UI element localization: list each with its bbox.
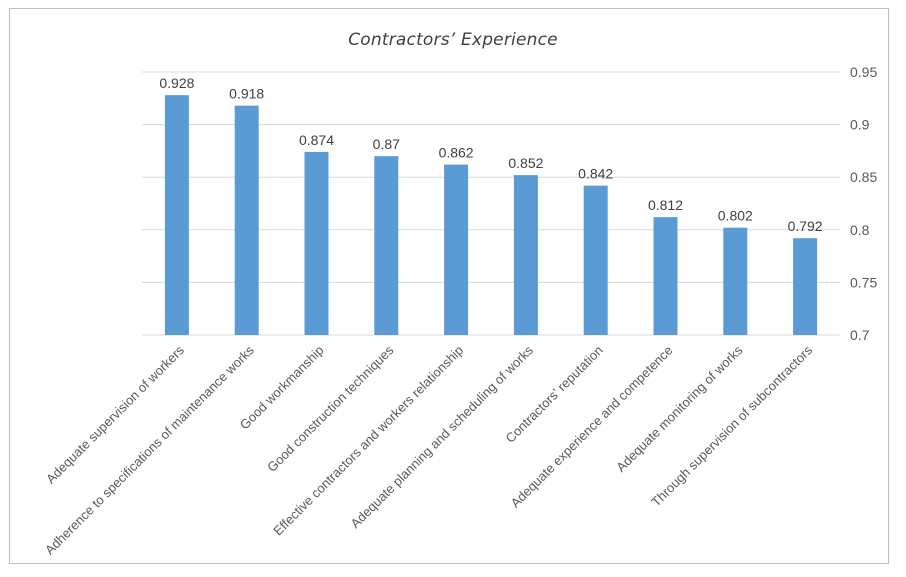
y-tick-label: 0.95 <box>850 64 877 80</box>
y-tick-label: 0.75 <box>850 274 877 290</box>
data-label: 0.928 <box>159 75 194 91</box>
category-label: Through supervision of subcontractors <box>648 342 815 509</box>
data-label: 0.918 <box>229 86 264 102</box>
data-label: 0.87 <box>373 136 400 152</box>
bar <box>234 105 259 335</box>
bar <box>513 175 538 335</box>
data-label: 0.792 <box>788 218 823 234</box>
data-label: 0.812 <box>648 197 683 213</box>
bar <box>444 164 469 335</box>
bar <box>374 156 399 335</box>
y-tick-label: 0.85 <box>850 169 877 185</box>
chart-title: Contractors’ Experience <box>348 30 558 50</box>
data-label: 0.842 <box>578 166 613 182</box>
category-label: Good construction techniques <box>264 342 397 475</box>
y-tick-label: 0.9 <box>850 117 870 133</box>
data-label: 0.862 <box>439 145 474 161</box>
data-label: 0.874 <box>299 132 334 148</box>
bar <box>164 95 189 335</box>
y-tick-label: 0.8 <box>850 222 870 238</box>
y-tick-label: 0.7 <box>850 327 870 343</box>
bar <box>653 217 678 335</box>
bar <box>793 238 818 335</box>
category-label: Adequate supervision of workers <box>43 342 187 486</box>
category-label: Adequate monitoring of works <box>613 342 746 475</box>
bar <box>723 227 748 335</box>
bar <box>583 185 608 335</box>
bar <box>304 151 329 335</box>
data-label: 0.802 <box>718 208 753 224</box>
data-label: 0.852 <box>508 155 543 171</box>
